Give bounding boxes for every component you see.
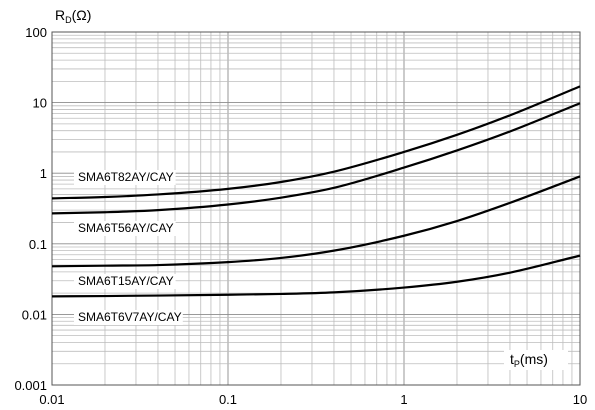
series-label-bg (74, 170, 176, 185)
y-tick-label: 100 (25, 25, 47, 40)
y-axis-label-unit: (Ω) (72, 7, 92, 23)
grid (51, 32, 580, 386)
plot-frame (51, 31, 581, 386)
y-tick-label: 0.1 (29, 237, 47, 252)
y-axis-label: RD(Ω) (55, 7, 91, 25)
y-tick-labels: 0.001 0.01 0.1 1 10 100 (14, 25, 47, 393)
x-axis-label-bg (504, 350, 568, 370)
y-tick-label: 10 (33, 96, 47, 111)
series-label: SMA6T6V7AY/CAY (78, 310, 182, 324)
x-tick-label: 0.1 (219, 392, 237, 407)
series-label-bg (74, 310, 183, 325)
series-label: SMA6T15AY/CAY (78, 274, 174, 288)
x-axis-label-sub: P (514, 359, 520, 369)
x-tick-labels: 0.01 0.1 1 10 (39, 392, 587, 407)
series-line (51, 175, 581, 268)
x-tick-label: 10 (573, 392, 587, 407)
y-tick-label: 1 (40, 166, 47, 181)
series-line (51, 85, 581, 200)
series-labels: SMA6T82AY/CAY SMA6T56AY/CAY SMA6T15AY/CAY S… (74, 170, 183, 325)
x-tick-label: 1 (400, 392, 407, 407)
x-tick-label: 0.01 (39, 392, 64, 407)
y-tick-label: 0.001 (14, 378, 47, 393)
series-label: SMA6T56AY/CAY (78, 221, 174, 235)
x-axis-label-main: t (510, 351, 514, 367)
y-tick-label: 0.01 (22, 307, 47, 322)
y-axis-label-main: R (55, 7, 65, 23)
series-label-bg (74, 221, 176, 236)
x-axis-label: tP(ms) (510, 351, 548, 369)
series-label: SMA6T82AY/CAY (78, 170, 174, 184)
x-axis-label-unit: (ms) (520, 351, 548, 367)
curves (51, 85, 581, 298)
series-line (51, 254, 581, 298)
y-axis-label-sub: D (65, 15, 72, 25)
series-line (51, 102, 581, 215)
series-label-bg (74, 274, 176, 289)
